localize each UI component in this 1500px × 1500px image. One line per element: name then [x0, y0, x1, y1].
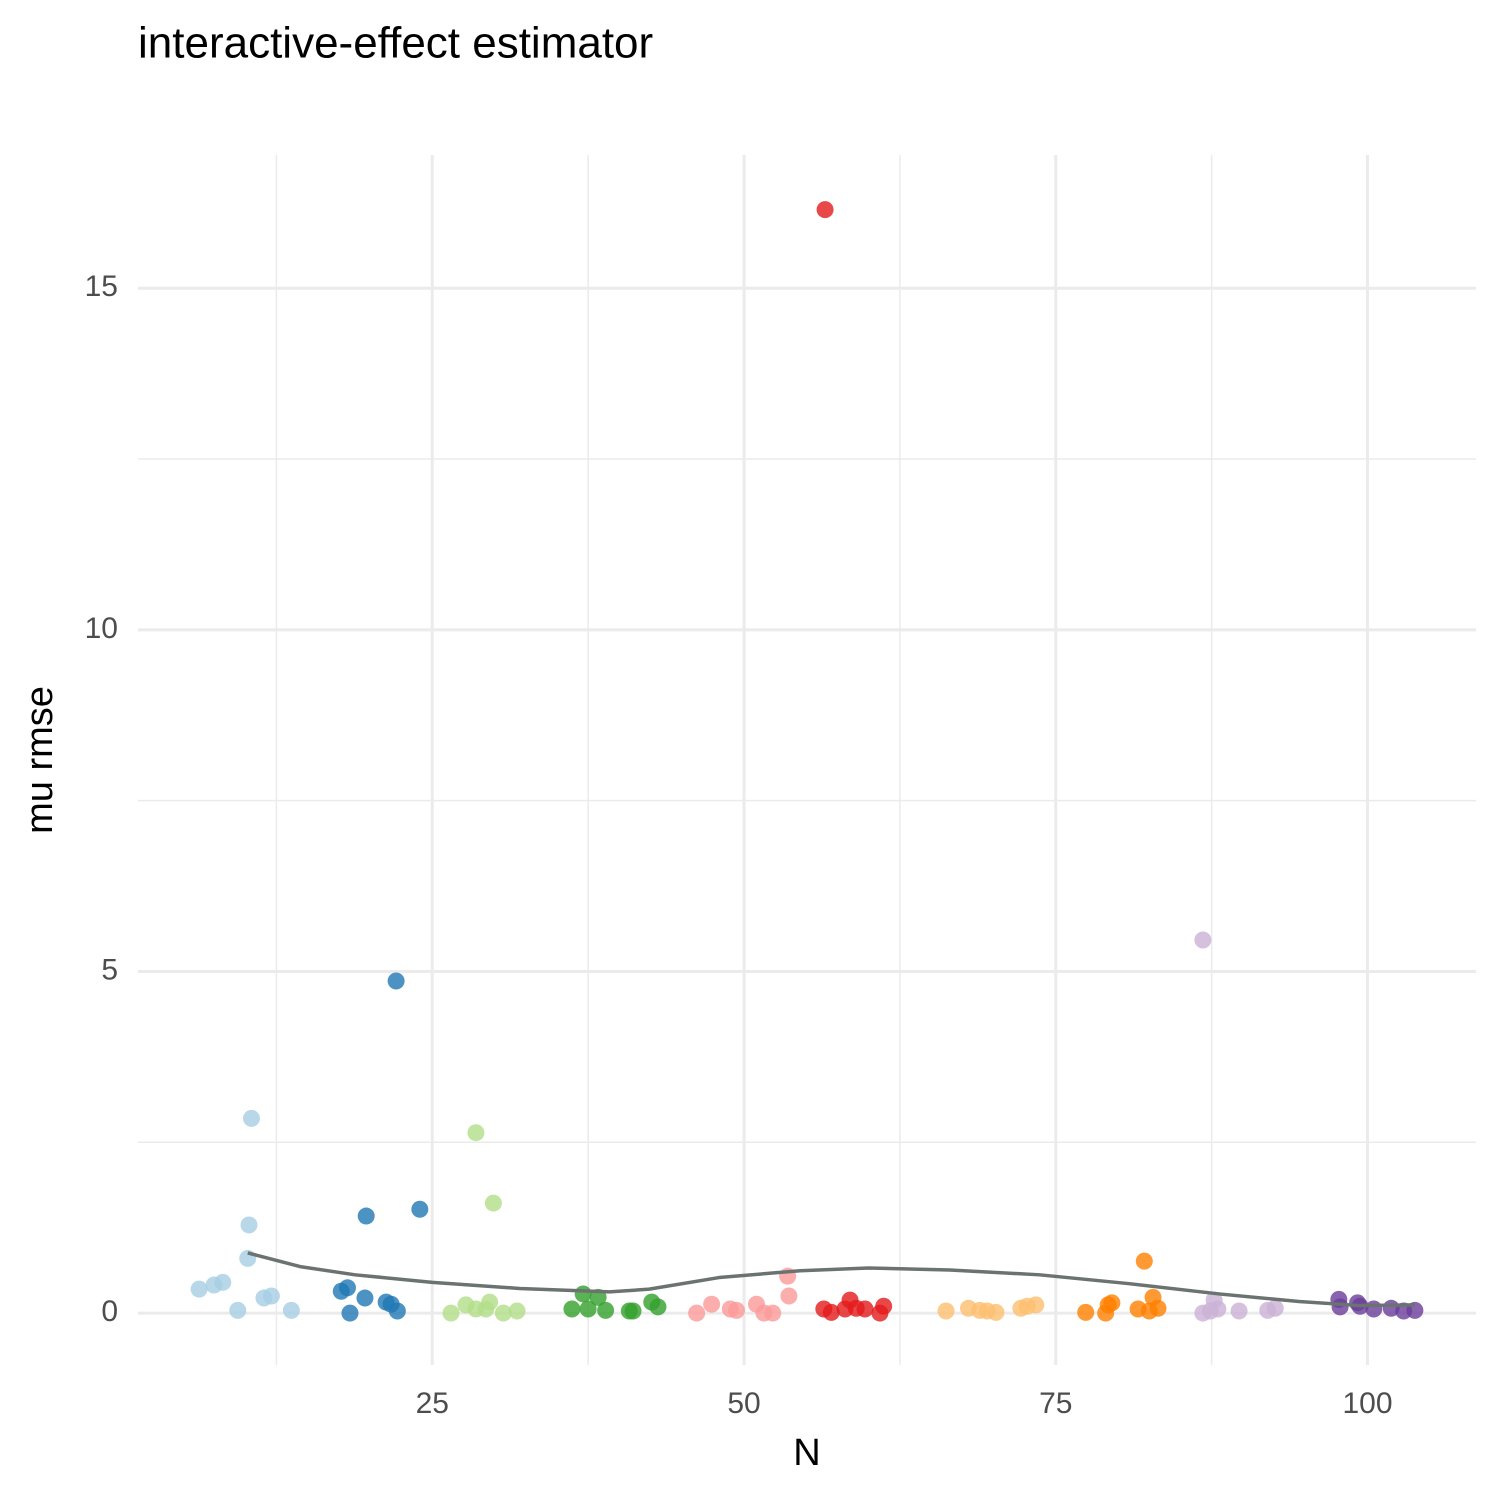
point [563, 1300, 581, 1318]
point [574, 1285, 592, 1303]
chart-title: interactive-effect estimator [138, 19, 653, 68]
point [484, 1194, 502, 1212]
y-tick-label: 15 [85, 270, 118, 303]
point [229, 1301, 247, 1319]
point [442, 1304, 460, 1322]
point [494, 1304, 512, 1322]
point [1027, 1296, 1045, 1314]
point [190, 1280, 208, 1298]
x-tick-label: 100 [1342, 1387, 1392, 1420]
point [338, 1279, 356, 1297]
point [728, 1301, 746, 1319]
point [214, 1273, 232, 1291]
point [987, 1303, 1005, 1321]
point [816, 201, 834, 219]
x-axis-title: N [793, 1432, 820, 1474]
point [481, 1293, 499, 1311]
point [1331, 1298, 1349, 1316]
y-tick-label: 0 [101, 1295, 118, 1328]
y-axis-title: mu rmse [19, 686, 61, 834]
x-tick-label: 50 [727, 1387, 760, 1420]
point [937, 1302, 955, 1320]
smooth-line [247, 1251, 1415, 1308]
point [1266, 1299, 1284, 1317]
point [856, 1300, 874, 1318]
point [411, 1200, 429, 1218]
y-tick-label: 5 [101, 953, 118, 986]
point [597, 1301, 615, 1319]
point [1077, 1303, 1095, 1321]
point [579, 1300, 597, 1318]
point [875, 1297, 893, 1315]
point [508, 1302, 526, 1320]
y-tick-label: 10 [85, 612, 118, 645]
grid [138, 155, 1476, 1365]
x-tick-label: 25 [416, 1387, 449, 1420]
point [1149, 1299, 1167, 1317]
point [822, 1303, 840, 1321]
point [282, 1301, 300, 1319]
point [1103, 1294, 1121, 1312]
point [649, 1298, 667, 1316]
point [387, 972, 405, 990]
point [357, 1207, 375, 1225]
point [239, 1249, 257, 1267]
point [1209, 1300, 1227, 1318]
plot-area [190, 201, 1424, 1322]
point [1135, 1252, 1153, 1270]
point [764, 1304, 782, 1322]
point [341, 1304, 359, 1322]
point [703, 1295, 721, 1313]
point [688, 1304, 706, 1322]
point [388, 1302, 406, 1320]
point [242, 1109, 260, 1127]
point [780, 1287, 798, 1305]
point [467, 1124, 485, 1142]
point [1230, 1302, 1248, 1320]
point [624, 1302, 642, 1320]
point [240, 1216, 258, 1234]
point [1194, 931, 1212, 949]
x-tick-label: 75 [1039, 1387, 1072, 1420]
point [1365, 1300, 1383, 1318]
point [356, 1289, 374, 1307]
point [262, 1287, 280, 1305]
